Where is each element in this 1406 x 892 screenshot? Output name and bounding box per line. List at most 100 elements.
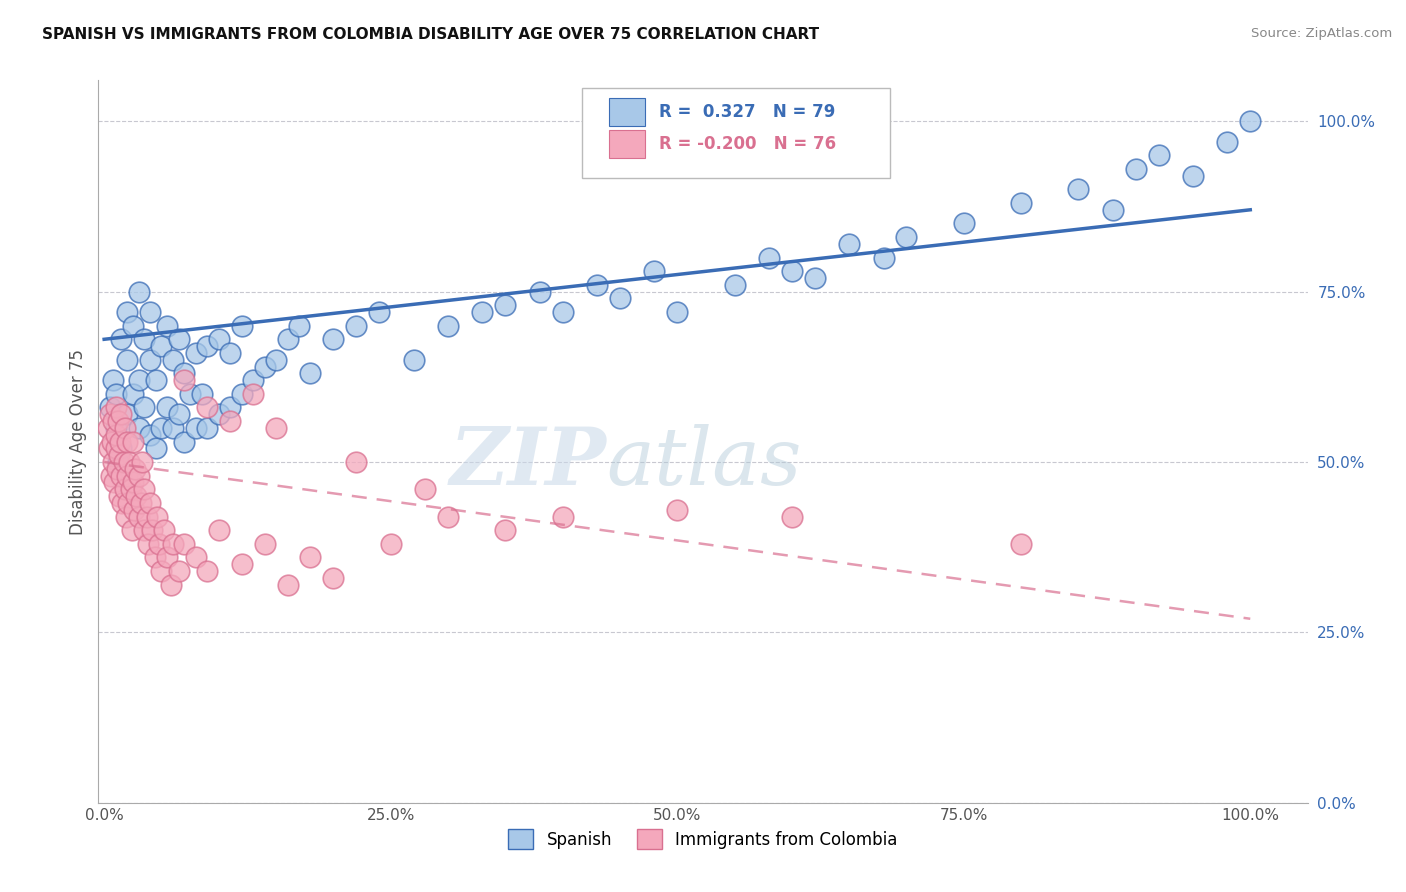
FancyBboxPatch shape [609,130,645,158]
Point [277,577,299,591]
Point [150,564,173,578]
Point [104,401,127,415]
Point [128,421,150,435]
Point [145,373,167,387]
Point [952,216,974,230]
Point [107,414,129,428]
Point [108,489,131,503]
Point [1147,148,1170,162]
Point [128,509,150,524]
Point [104,442,127,456]
Point [666,502,689,516]
Point [195,339,218,353]
Point [104,421,127,435]
Point [152,523,174,537]
Point [97,421,120,435]
Point [162,352,184,367]
Point [115,352,138,367]
Point [1067,182,1090,196]
Point [872,251,894,265]
Point [135,509,157,524]
Point [98,401,121,415]
Point [723,277,745,292]
Point [103,414,125,428]
Point [115,434,138,449]
Point [97,442,120,456]
Point [148,537,170,551]
Point [111,496,134,510]
Point [780,264,803,278]
Text: R = -0.200   N = 76: R = -0.200 N = 76 [659,135,837,153]
Point [134,401,156,415]
Point [322,332,344,346]
Point [179,387,201,401]
Point [167,332,190,346]
Point [344,318,367,333]
Point [803,271,825,285]
Point [838,236,860,251]
Point [231,558,253,572]
Point [159,577,181,591]
Text: SPANISH VS IMMIGRANTS FROM COLOMBIA DISABILITY AGE OVER 75 CORRELATION CHART: SPANISH VS IMMIGRANTS FROM COLOMBIA DISA… [42,27,820,42]
Point [264,352,287,367]
Point [242,373,264,387]
Point [586,277,609,292]
Point [1181,169,1204,183]
Point [184,346,207,360]
Point [146,509,169,524]
Point [104,387,127,401]
Point [120,482,142,496]
Point [101,434,124,449]
Point [98,407,121,421]
Point [471,305,494,319]
Text: ZIP: ZIP [450,425,606,502]
Point [103,373,125,387]
Point [143,550,166,565]
Point [184,421,207,435]
Point [231,318,253,333]
Point [134,332,156,346]
Point [231,387,253,401]
Point [136,537,159,551]
Point [105,462,128,476]
Point [368,305,391,319]
Point [131,455,153,469]
Point [609,292,631,306]
Point [643,264,665,278]
Point [156,318,179,333]
Point [125,489,148,503]
Point [167,564,190,578]
Point [107,455,129,469]
Point [1010,537,1032,551]
Point [780,509,803,524]
Point [219,414,242,428]
Point [112,455,135,469]
Point [184,550,207,565]
Point [1239,114,1261,128]
Point [104,427,127,442]
Point [173,367,195,381]
Point [1101,202,1123,217]
Point [110,407,132,421]
Point [1010,196,1032,211]
Point [108,448,131,462]
Point [114,482,136,496]
FancyBboxPatch shape [582,87,890,178]
Point [139,352,162,367]
Point [173,537,195,551]
Point [195,401,218,415]
Point [208,332,231,346]
Point [758,251,780,265]
Legend: Spanish, Immigrants from Colombia: Spanish, Immigrants from Colombia [502,822,904,856]
Point [156,550,179,565]
Y-axis label: Disability Age Over 75: Disability Age Over 75 [69,349,87,534]
Text: atlas: atlas [606,425,801,502]
Point [141,523,163,537]
Point [322,571,344,585]
Point [437,509,460,524]
Point [162,537,184,551]
Point [551,509,574,524]
Point [139,427,162,442]
Point [108,434,131,449]
Point [115,305,138,319]
